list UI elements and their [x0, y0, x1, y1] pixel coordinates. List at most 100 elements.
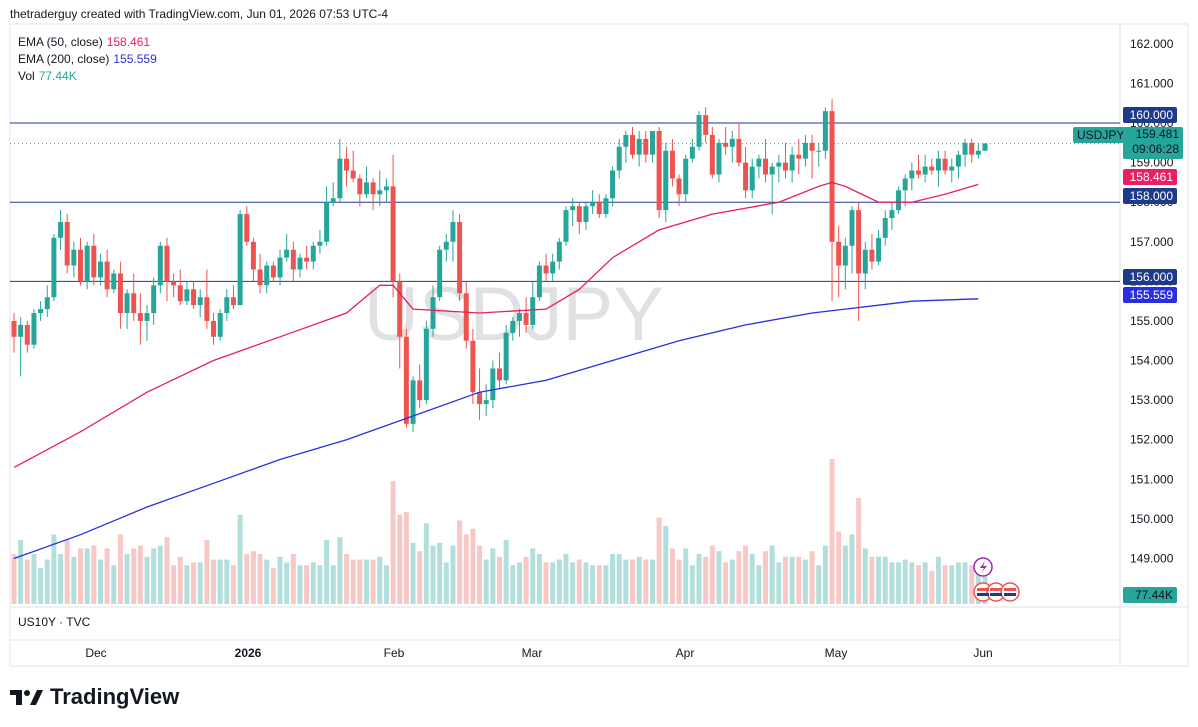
ema200-label: EMA (200, close): [18, 52, 110, 66]
volume-bar: [450, 545, 456, 604]
ema200-value: 155.559: [113, 52, 157, 66]
volume-bar: [437, 542, 443, 604]
attribution-header: thetraderguy created with TradingView.co…: [10, 7, 388, 21]
candle-body: [91, 245, 97, 278]
volume-bar: [78, 548, 84, 604]
candle-body: [137, 313, 143, 321]
volume-bar: [782, 556, 788, 604]
candle-body: [457, 222, 463, 294]
volume-bar: [344, 554, 350, 604]
volume-bar: [191, 562, 197, 604]
candle-body: [230, 297, 236, 306]
candle-body: [676, 178, 682, 195]
volume-bar: [703, 556, 709, 604]
volume-bar: [709, 545, 715, 604]
legend-ema200[interactable]: EMA (200, close) 155.559: [18, 51, 157, 68]
y-tick-label: 157.000: [1130, 235, 1174, 249]
candle-body: [197, 297, 203, 306]
candle-body: [769, 166, 775, 175]
volume-bar: [949, 565, 955, 604]
tradingview-logo-icon: [10, 690, 43, 705]
volume-bar: [297, 565, 303, 604]
volume-bar: [224, 559, 230, 604]
candle-body: [829, 111, 835, 242]
candle-body: [816, 150, 822, 152]
volume-bar: [284, 562, 290, 604]
ema200-line: [13, 298, 979, 560]
volume-bar: [889, 562, 895, 604]
volume-bar: [822, 545, 828, 604]
volume-bar: [882, 556, 888, 604]
candle-body: [550, 261, 556, 274]
volume-bar: [290, 554, 296, 604]
candle-body: [450, 222, 456, 242]
event-flags[interactable]: [973, 557, 1020, 602]
candle-body: [563, 210, 569, 242]
volume-bar: [743, 545, 749, 604]
candle-body: [623, 134, 629, 147]
volume-bar: [955, 562, 961, 604]
volume-bar: [337, 537, 343, 604]
volume-bar: [144, 556, 150, 604]
candle-body: [483, 400, 489, 405]
volume-bar: [576, 559, 582, 604]
candle-body: [776, 162, 782, 167]
candle-body: [24, 324, 30, 345]
legend-volume[interactable]: Vol 77.44K: [18, 68, 157, 85]
volume-bar: [729, 559, 735, 604]
candle-body: [111, 273, 117, 290]
volume-bar: [84, 548, 90, 604]
candle-body: [915, 170, 921, 175]
candle-body: [31, 313, 37, 345]
vol-value: 77.44K: [38, 69, 77, 83]
chart-frame: [9, 23, 1189, 667]
legend-ema50[interactable]: EMA (50, close) 158.461: [18, 34, 157, 51]
candle-body: [164, 245, 170, 282]
volume-bar: [896, 562, 902, 604]
candle-body: [78, 249, 84, 282]
secondary-symbol-label[interactable]: US10Y · TVC: [18, 615, 91, 629]
candle-body: [71, 249, 77, 266]
brand-footer[interactable]: TradingView: [10, 684, 179, 710]
last-price-value: 159.481: [1135, 127, 1179, 141]
volume-bar: [177, 556, 183, 604]
volume-bar: [942, 565, 948, 604]
candle-body: [257, 269, 263, 286]
volume-bar: [171, 565, 177, 604]
candle-body: [689, 146, 695, 159]
ema50-tag: 158.461: [1123, 169, 1177, 185]
candle-body: [443, 241, 449, 250]
candle-body: [131, 293, 137, 314]
candle-body: [104, 261, 110, 290]
candle-body: [84, 245, 90, 282]
candle-body: [11, 320, 17, 337]
volume-bar: [769, 545, 775, 604]
candle-body: [324, 202, 330, 242]
candle-body: [490, 368, 496, 401]
volume-bar: [244, 554, 250, 604]
candle-body: [709, 134, 715, 175]
volume-bar: [869, 556, 875, 604]
volume-bar: [184, 565, 190, 604]
candle-body: [789, 154, 795, 171]
volume-bar: [151, 548, 157, 604]
candle-body: [969, 142, 975, 155]
candle-body: [264, 265, 270, 286]
candle-body: [290, 249, 296, 270]
candle-body: [796, 154, 802, 159]
candle-body: [124, 293, 130, 314]
us-flag-icon-3[interactable]: [1000, 582, 1020, 602]
volume-bar: [417, 551, 423, 604]
candle-body: [184, 289, 190, 302]
candle-body: [317, 241, 323, 246]
candle-body: [51, 237, 57, 298]
candle-body: [437, 249, 443, 298]
volume-bar: [809, 551, 815, 604]
level-160-tag: 160.000: [1123, 107, 1177, 123]
candle-body: [962, 142, 968, 155]
volume-bar: [716, 551, 722, 604]
candle-body: [836, 241, 842, 266]
candle-body: [982, 143, 988, 151]
volume-bar: [516, 562, 522, 604]
